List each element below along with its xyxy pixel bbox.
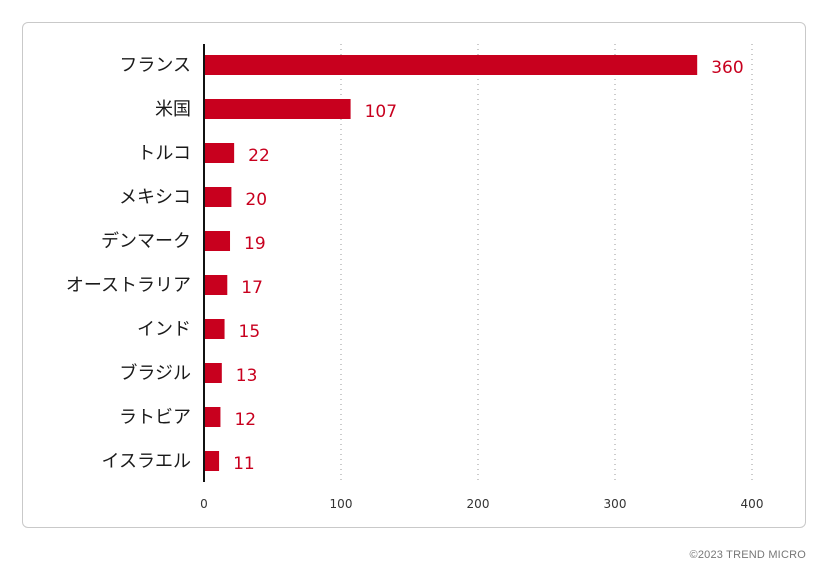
bars bbox=[204, 55, 698, 471]
bar bbox=[204, 55, 698, 75]
bar bbox=[204, 143, 235, 163]
value-label: 19 bbox=[244, 234, 266, 254]
category-label: メキシコ bbox=[119, 187, 191, 208]
x-tick-label: 0 bbox=[200, 497, 208, 511]
x-tick-label: 200 bbox=[467, 497, 490, 511]
value-label: 15 bbox=[239, 322, 261, 342]
bar bbox=[204, 231, 231, 251]
category-label: トルコ bbox=[137, 143, 191, 164]
bar bbox=[204, 407, 221, 427]
bar bbox=[204, 275, 228, 295]
value-label: 17 bbox=[241, 278, 263, 298]
value-label: 360 bbox=[711, 58, 743, 78]
category-label: 米国 bbox=[155, 99, 191, 120]
copyright-text: ©2023 TREND MICRO bbox=[689, 549, 806, 561]
category-label: フランス bbox=[119, 55, 191, 76]
x-tick-label: 300 bbox=[604, 497, 627, 511]
category-label: ブラジル bbox=[119, 362, 191, 384]
bar bbox=[204, 363, 222, 383]
category-label: ラトビア bbox=[119, 407, 191, 428]
value-labels: 360 107 22 20 19 17 15 13 12 11 bbox=[233, 58, 744, 474]
value-label: 22 bbox=[248, 146, 270, 166]
bar bbox=[204, 99, 351, 119]
bar bbox=[204, 319, 225, 339]
bar bbox=[204, 187, 232, 207]
x-axis-tick-labels: 0 100 200 300 400 bbox=[200, 497, 763, 511]
value-label: 107 bbox=[365, 102, 397, 122]
category-label: インド bbox=[137, 319, 191, 340]
category-label: オーストラリア bbox=[66, 275, 191, 296]
value-label: 13 bbox=[236, 366, 258, 386]
category-labels: フランス米国トルコメキシコデンマークオーストラリアインドブラジルラトビアイスラエ… bbox=[66, 55, 191, 472]
category-label: デンマーク bbox=[101, 231, 191, 252]
bar bbox=[204, 451, 220, 471]
chart-frame bbox=[22, 22, 806, 528]
value-label: 20 bbox=[245, 190, 267, 210]
category-label: イスラエル bbox=[102, 451, 191, 472]
x-tick-label: 100 bbox=[330, 497, 353, 511]
gridlines bbox=[340, 44, 753, 482]
value-label: 11 bbox=[233, 454, 255, 474]
x-tick-label: 400 bbox=[741, 497, 764, 511]
value-label: 12 bbox=[234, 410, 256, 430]
